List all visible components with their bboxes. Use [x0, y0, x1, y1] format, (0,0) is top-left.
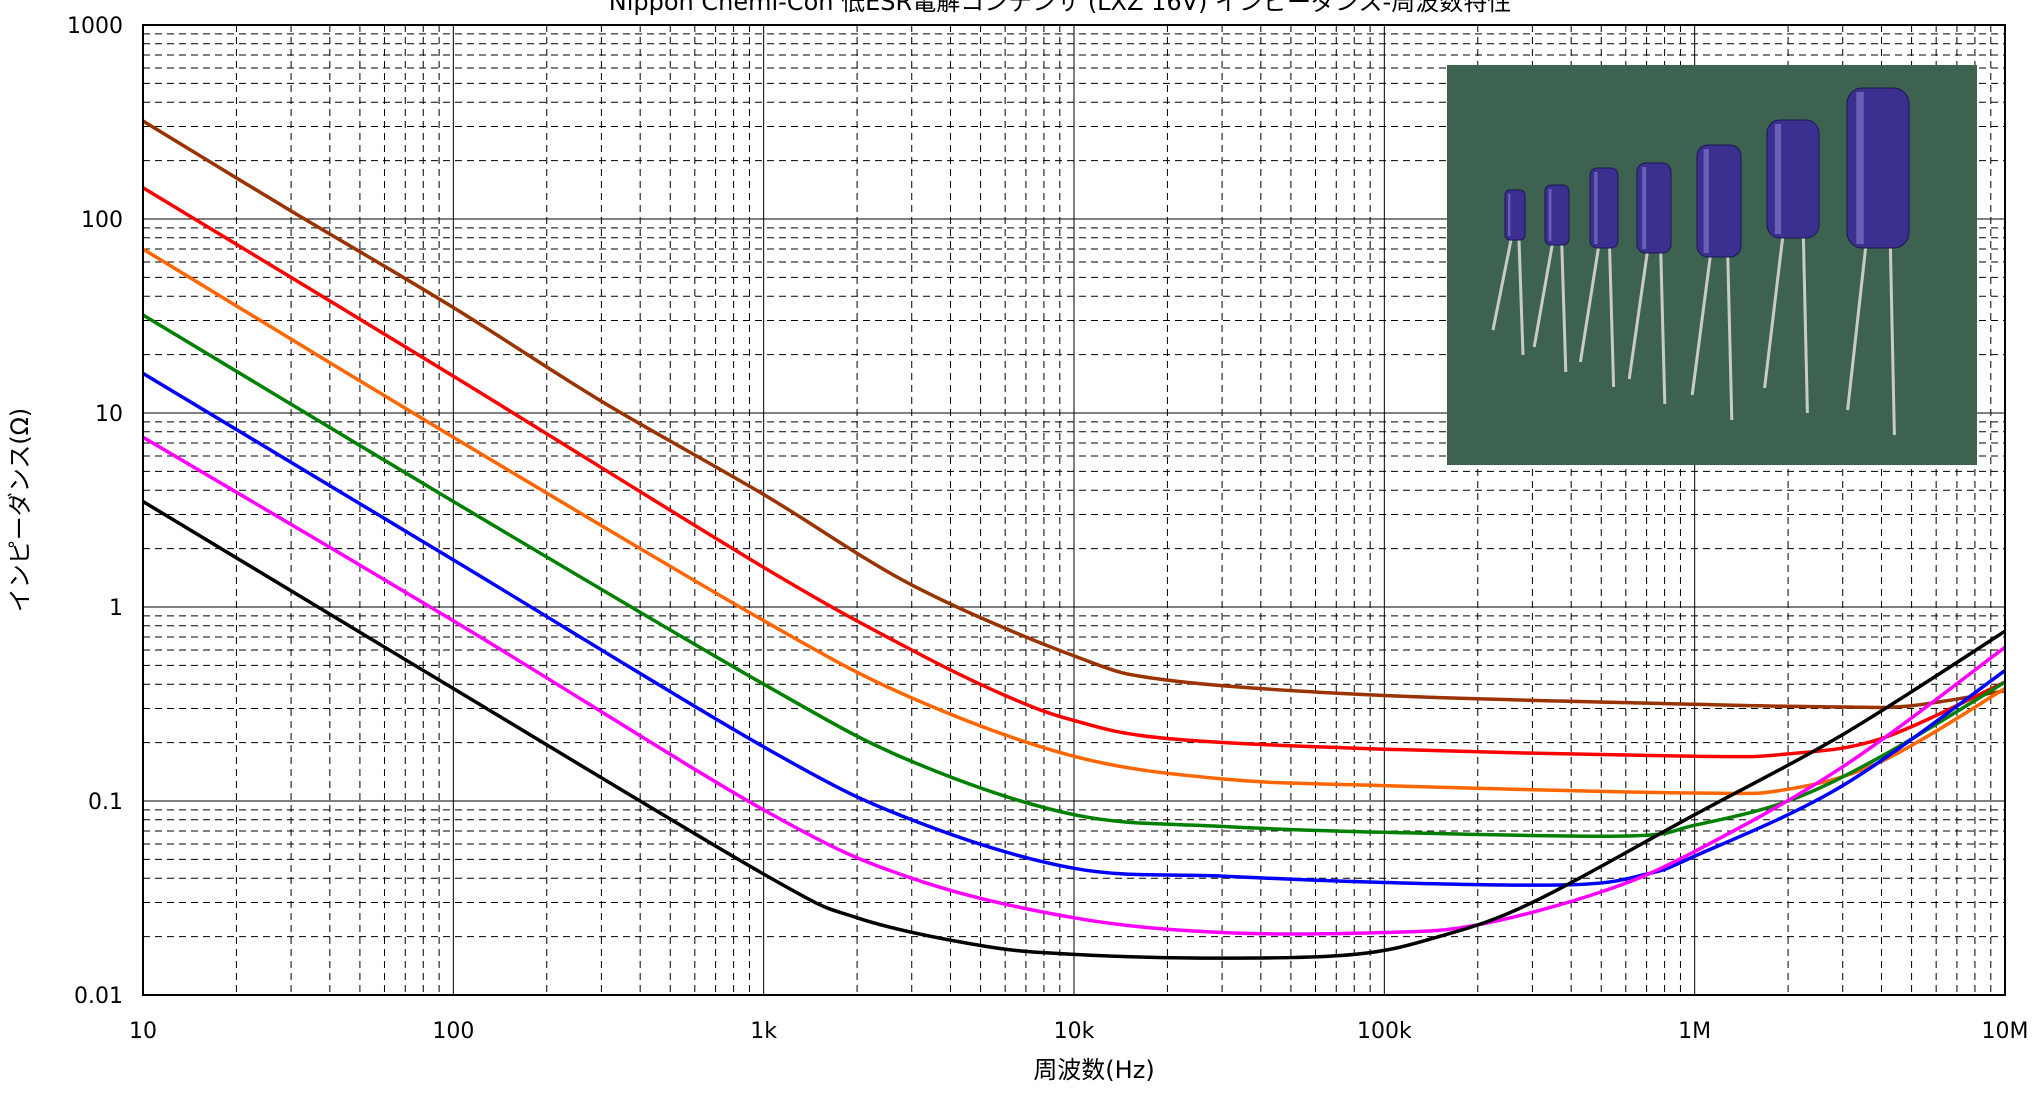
- x-axis-title: 周波数(Hz): [1033, 1056, 1154, 1084]
- capacitor-lead: [1532, 244, 1554, 348]
- capacitor-photo: [1447, 65, 1977, 465]
- capacitor-lead: [1560, 244, 1568, 373]
- x-tick-label: 10: [129, 1019, 157, 1044]
- capacitor: [1532, 184, 1570, 373]
- capacitor-lead: [1659, 252, 1667, 405]
- capacitor: [1627, 162, 1672, 405]
- x-tick-label: 100: [432, 1019, 474, 1044]
- y-tick-label: 1: [109, 596, 123, 621]
- chart-title: Nippon Chemi-Con 低ESR電解コンデンサ (LXZ 16V) イ…: [609, 0, 1511, 16]
- capacitor-lead: [1690, 256, 1712, 396]
- capacitor-highlight: [1548, 189, 1552, 241]
- series-line: [142, 119, 2006, 710]
- x-tick-label: 10M: [1982, 1019, 2029, 1044]
- y-tick-label: 0.1: [88, 790, 123, 815]
- y-tick-label: 100: [81, 208, 123, 233]
- y-tick-label: 10: [95, 402, 123, 427]
- capacitor-lead: [1846, 247, 1868, 411]
- capacitor-lead: [1627, 252, 1649, 380]
- capacitor-lead: [1491, 239, 1513, 331]
- y-tick-labels: 0.01 0.1 1 10 100 1000: [67, 14, 123, 1009]
- capacitor-lead: [1517, 239, 1525, 356]
- capacitor-lead: [1888, 247, 1896, 436]
- x-tick-label: 100k: [1357, 1019, 1412, 1044]
- capacitor-highlight: [1703, 149, 1709, 253]
- capacitor-lead: [1578, 247, 1600, 363]
- capacitor-highlight: [1508, 194, 1511, 236]
- y-axis-title: インピーダンス(Ω): [6, 408, 34, 613]
- x-tick-labels: 10 100 1k 10k 100k 1M 10M: [129, 1019, 2028, 1044]
- y-tick-label: 1000: [67, 14, 123, 39]
- capacitor-highlight: [1774, 124, 1782, 234]
- capacitor-lead: [1801, 237, 1809, 414]
- x-tick-label: 10k: [1054, 1019, 1095, 1044]
- capacitor-lead: [1763, 237, 1785, 389]
- x-tick-label: 1M: [1678, 1019, 1711, 1044]
- capacitor: [1491, 189, 1526, 356]
- series-line: [142, 186, 2006, 759]
- capacitor-highlight: [1856, 92, 1864, 244]
- capacitor: [1690, 144, 1742, 421]
- series-line: [142, 371, 2007, 887]
- capacitor: [1763, 119, 1820, 414]
- series-line: [142, 435, 2007, 936]
- series-line: [142, 500, 2006, 960]
- series-lines: [142, 119, 2007, 960]
- capacitor-lead: [1726, 256, 1734, 421]
- series-line: [142, 247, 2006, 796]
- x-tick-label: 1k: [750, 1019, 777, 1044]
- capacitor: [1578, 167, 1619, 388]
- capacitor-highlight: [1642, 167, 1647, 249]
- plot-frame: [142, 24, 2006, 996]
- capacitor-highlight: [1594, 172, 1598, 244]
- capacitor: [1846, 87, 1910, 436]
- capacitor-lead: [1608, 247, 1616, 388]
- y-tick-label: 0.01: [74, 984, 123, 1009]
